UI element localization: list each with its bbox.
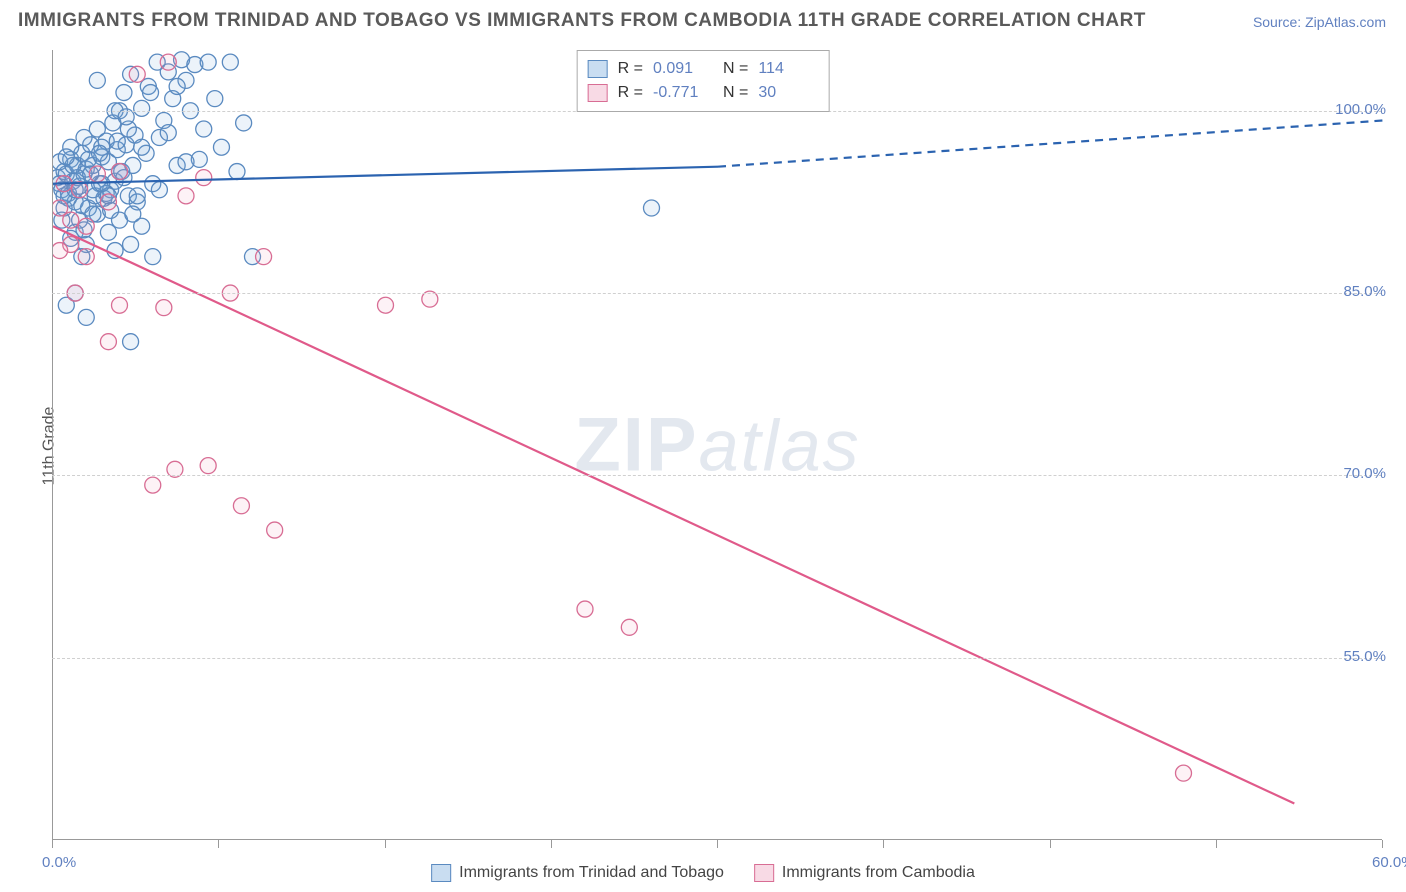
scatter-point <box>100 334 116 350</box>
xtick <box>218 840 219 848</box>
n-label: N = <box>723 57 748 81</box>
scatter-point <box>109 133 125 149</box>
scatter-point <box>58 149 74 165</box>
scatter-point <box>116 85 132 101</box>
scatter-point <box>78 249 94 265</box>
legend-swatch-pink <box>588 84 608 102</box>
legend-swatch-blue <box>588 60 608 78</box>
scatter-point <box>200 54 216 70</box>
r-label: R = <box>618 81 643 105</box>
legend-item-trinidad: Immigrants from Trinidad and Tobago <box>431 864 724 882</box>
ytick-label: 70.0% <box>1343 465 1386 482</box>
scatter-point <box>213 139 229 155</box>
xtick <box>1050 840 1051 848</box>
scatter-point <box>123 236 139 252</box>
plot-svg <box>53 50 1383 840</box>
scatter-point <box>178 188 194 204</box>
legend-row-cambodia: R = -0.771 N = 30 <box>588 81 819 105</box>
scatter-point <box>134 100 150 116</box>
xtick <box>52 840 53 848</box>
ytick-label: 85.0% <box>1343 283 1386 300</box>
scatter-point <box>76 130 92 146</box>
scatter-point <box>134 139 150 155</box>
series-legend: Immigrants from Trinidad and Tobago Immi… <box>431 864 975 882</box>
scatter-point <box>112 164 128 180</box>
scatter-point <box>256 249 272 265</box>
scatter-point <box>222 54 238 70</box>
scatter-point <box>145 477 161 493</box>
trend-line <box>718 120 1383 166</box>
scatter-point <box>89 72 105 88</box>
ytick-label: 100.0% <box>1335 101 1386 118</box>
scatter-point <box>229 164 245 180</box>
scatter-point <box>89 166 105 182</box>
scatter-point <box>169 78 185 94</box>
scatter-point <box>1176 765 1192 781</box>
scatter-point <box>378 297 394 313</box>
scatter-point <box>125 206 141 222</box>
scatter-point <box>233 498 249 514</box>
xtick-label: 0.0% <box>42 854 76 871</box>
xtick <box>551 840 552 848</box>
scatter-point <box>196 121 212 137</box>
scatter-point <box>644 200 660 216</box>
scatter-point <box>112 297 128 313</box>
gridline-h <box>52 475 1382 476</box>
chart-container: { "title": "IMMIGRANTS FROM TRINIDAD AND… <box>0 0 1406 892</box>
legend-label-trinidad: Immigrants from Trinidad and Tobago <box>459 864 724 882</box>
xtick <box>1216 840 1217 848</box>
legend-item-cambodia: Immigrants from Cambodia <box>754 864 975 882</box>
scatter-point <box>129 66 145 82</box>
scatter-point <box>621 619 637 635</box>
scatter-point <box>145 249 161 265</box>
xtick <box>1382 840 1383 848</box>
trend-line <box>53 226 1294 803</box>
r-value-cambodia: -0.771 <box>653 81 713 105</box>
legend-swatch-blue <box>431 864 451 882</box>
scatter-point <box>160 54 176 70</box>
scatter-point <box>78 309 94 325</box>
scatter-point <box>236 115 252 131</box>
scatter-point <box>577 601 593 617</box>
scatter-point <box>200 458 216 474</box>
scatter-point <box>151 182 167 198</box>
scatter-point <box>178 154 194 170</box>
gridline-h <box>52 658 1382 659</box>
n-label: N = <box>723 81 748 105</box>
r-value-trinidad: 0.091 <box>653 57 713 81</box>
scatter-point <box>92 145 108 161</box>
scatter-point <box>156 300 172 316</box>
legend-row-trinidad: R = 0.091 N = 114 <box>588 57 819 81</box>
scatter-point <box>160 125 176 141</box>
scatter-point <box>78 218 94 234</box>
scatter-point <box>63 212 79 228</box>
xtick <box>717 840 718 848</box>
scatter-point <box>129 188 145 204</box>
scatter-point <box>143 85 159 101</box>
xtick <box>385 840 386 848</box>
scatter-point <box>53 243 68 259</box>
correlation-legend: R = 0.091 N = 114 R = -0.771 N = 30 <box>577 50 830 112</box>
legend-swatch-pink <box>754 864 774 882</box>
gridline-h <box>52 293 1382 294</box>
plot-area: ZIPatlas <box>52 50 1382 840</box>
xtick <box>883 840 884 848</box>
scatter-point <box>207 91 223 107</box>
source-label: Source: ZipAtlas.com <box>1253 14 1386 30</box>
scatter-point <box>267 522 283 538</box>
n-value-cambodia: 30 <box>758 81 818 105</box>
xtick-label: 60.0% <box>1372 854 1406 871</box>
n-value-trinidad: 114 <box>758 57 818 81</box>
ytick-label: 55.0% <box>1343 648 1386 665</box>
r-label: R = <box>618 57 643 81</box>
scatter-point <box>196 170 212 186</box>
scatter-point <box>123 334 139 350</box>
scatter-point <box>100 194 116 210</box>
legend-label-cambodia: Immigrants from Cambodia <box>782 864 975 882</box>
chart-title: IMMIGRANTS FROM TRINIDAD AND TOBAGO VS I… <box>18 10 1146 32</box>
